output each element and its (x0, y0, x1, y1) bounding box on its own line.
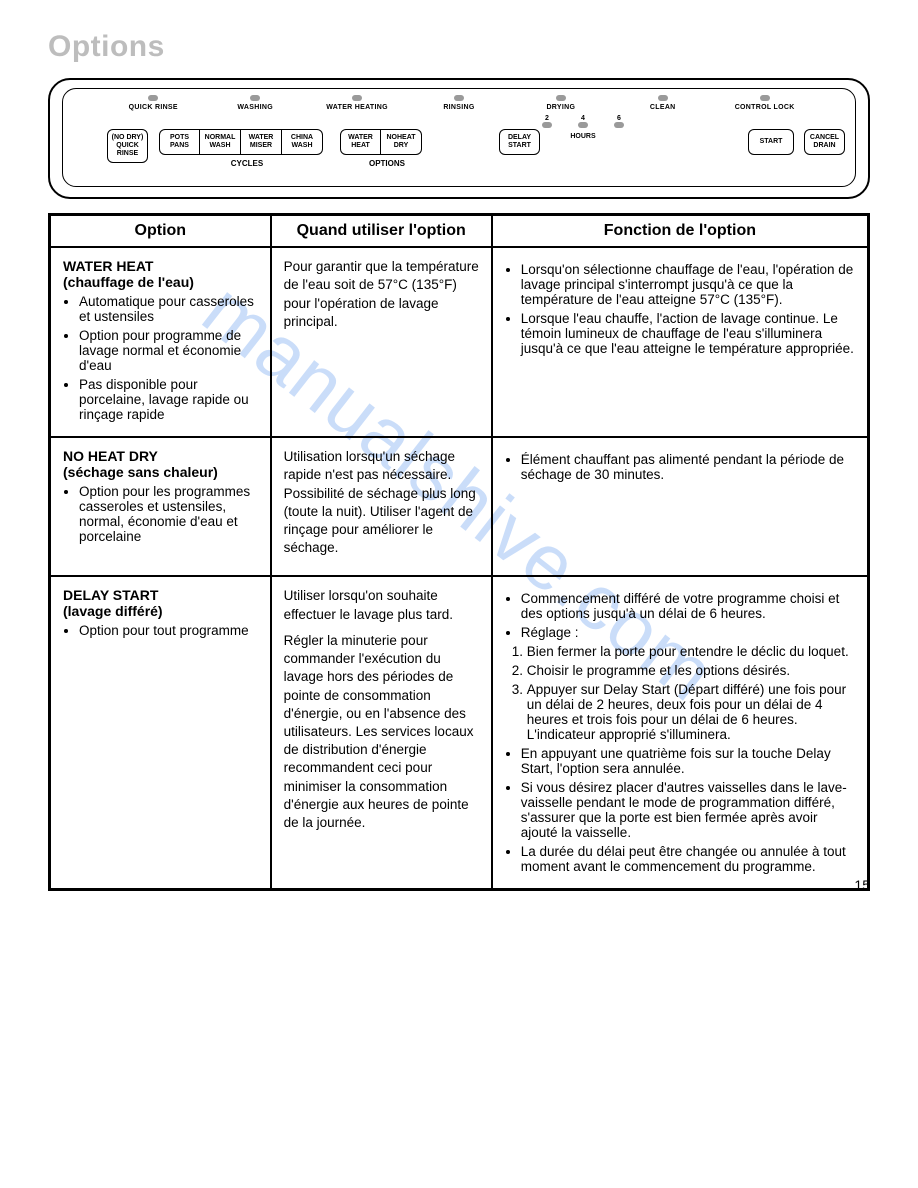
th-option: Option (50, 215, 271, 248)
th-function: Fonction de l'option (492, 215, 869, 248)
table-row: NO HEAT DRY (séchage sans chaleur) Optio… (50, 437, 869, 576)
opt-name: WATER HEAT (63, 258, 258, 274)
status-quick-rinse: QUICK RINSE (112, 104, 195, 111)
btn-cancel-drain: CANCEL DRAIN (804, 129, 845, 155)
status-drying: DRYING (519, 104, 602, 111)
status-clean: CLEAN (621, 104, 704, 111)
btn-start: START (748, 129, 794, 155)
hours-indicator: 2 4 6 HOURS (493, 115, 673, 140)
btn-quick-rinse: (NO DRY) QUICK RINSE (107, 129, 148, 163)
opt-subtitle: (chauffage de l'eau) (63, 274, 258, 290)
options-label: OPTIONS (340, 159, 434, 168)
table-row: DELAY START (lavage différé) Option pour… (50, 576, 869, 890)
status-washing: WASHING (213, 104, 296, 111)
status-rinsing: RINSING (417, 104, 500, 111)
options-table: Option Quand utiliser l'option Fonction … (48, 213, 870, 891)
cycles-label: CYCLES (159, 159, 335, 168)
table-row: WATER HEAT (chauffage de l'eau) Automati… (50, 247, 869, 437)
control-panel: QUICK RINSE WASHING WATER HEATING RINSIN… (48, 78, 870, 199)
page-title: Options (48, 30, 870, 64)
cycles-group: POTS PANS NORMAL WASH WATER MISER CHINA … (159, 129, 323, 155)
th-when: Quand utiliser l'option (271, 215, 492, 248)
status-water-heating: WATER HEATING (315, 104, 398, 111)
options-group: WATER HEAT NOHEAT DRY (340, 129, 422, 155)
status-control-lock: CONTROL LOCK (723, 104, 806, 111)
